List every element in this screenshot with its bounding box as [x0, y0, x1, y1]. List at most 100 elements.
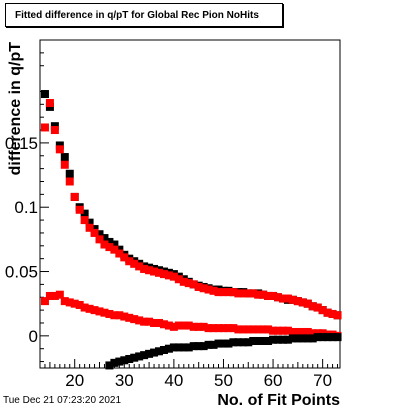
data-point — [80, 209, 89, 218]
data-point — [269, 335, 278, 344]
data-point — [105, 309, 114, 318]
data-point — [249, 325, 258, 334]
data-point — [164, 321, 173, 330]
data-point — [199, 342, 208, 351]
timestamp: Tue Dec 21 07:23:20 2021 — [3, 395, 122, 406]
data-point — [90, 228, 99, 237]
data-point — [60, 160, 69, 169]
data-point — [70, 192, 79, 201]
data-point — [125, 257, 134, 266]
data-point — [219, 324, 228, 333]
data-point — [115, 249, 124, 258]
data-point — [184, 279, 193, 288]
data-point — [105, 237, 114, 246]
data-point — [130, 259, 139, 268]
data-point — [155, 268, 164, 277]
data-point — [323, 333, 332, 342]
chart-title: Fitted difference in q/pT for Global Rec… — [15, 10, 259, 21]
data-point — [140, 317, 149, 326]
data-point — [115, 311, 124, 320]
data-point — [75, 300, 84, 309]
data-point — [159, 345, 168, 354]
data-point — [323, 308, 332, 317]
data-point — [244, 325, 253, 334]
data-point — [105, 243, 114, 252]
data-point — [45, 99, 54, 108]
data-point — [298, 298, 307, 307]
data-point — [333, 333, 342, 342]
data-point — [169, 272, 178, 281]
data-point — [264, 336, 273, 345]
y-tick-label: 0.1 — [14, 198, 38, 217]
data-point — [214, 288, 223, 297]
data-point — [308, 329, 317, 338]
data-point — [313, 303, 322, 312]
data-point — [70, 299, 79, 308]
x-tick-label: 20 — [65, 371, 84, 390]
data-point — [288, 327, 297, 336]
data-point — [135, 352, 144, 361]
data-point — [110, 358, 119, 367]
data-point — [110, 311, 119, 320]
data-point — [333, 311, 342, 320]
data-point — [40, 90, 49, 99]
y-axis-title: difference in q/pT — [7, 42, 24, 176]
data-point — [55, 290, 64, 299]
data-point — [90, 306, 99, 315]
data-point — [189, 280, 198, 289]
data-point — [214, 324, 223, 333]
data-point — [234, 325, 243, 334]
data-point — [199, 322, 208, 331]
data-point — [50, 126, 59, 135]
data-point — [318, 306, 327, 315]
data-point — [120, 253, 129, 262]
y-tick-label: 0 — [29, 327, 38, 346]
x-axis-title: No. of Fit Points — [217, 392, 340, 409]
data-point — [105, 361, 114, 370]
data-point — [159, 270, 168, 279]
y-tick-label: 0.05 — [5, 263, 38, 282]
data-point — [120, 312, 129, 321]
data-point — [174, 321, 183, 330]
data-point — [60, 153, 69, 162]
data-point — [214, 339, 223, 348]
data-point — [219, 339, 228, 348]
data-point — [229, 288, 238, 297]
data-point — [249, 289, 258, 298]
data-point — [308, 302, 317, 311]
data-point — [65, 298, 74, 307]
data-point — [259, 290, 268, 299]
data-point — [278, 294, 287, 303]
data-point — [209, 340, 218, 349]
data-point — [80, 303, 89, 312]
data-point — [298, 334, 307, 343]
data-point — [169, 343, 178, 352]
data-point — [75, 205, 84, 214]
data-point — [140, 351, 149, 360]
data-point — [199, 284, 208, 293]
data-point — [125, 354, 134, 363]
data-point — [293, 297, 302, 306]
data-point — [95, 235, 104, 244]
data-point — [239, 289, 248, 298]
markers — [40, 90, 342, 370]
chart-title-box: Fitted difference in q/pT for Global Rec… — [5, 3, 283, 27]
data-point — [303, 327, 312, 336]
data-point — [259, 325, 268, 334]
y-tick-label: 0.15 — [5, 134, 38, 153]
data-point — [155, 318, 164, 327]
data-point — [45, 291, 54, 300]
data-point — [50, 291, 59, 300]
axes: 20 30 40 50 60 70 0 0.05 0.1 0.15 — [5, 52, 339, 390]
data-point — [303, 334, 312, 343]
data-point — [283, 335, 292, 344]
data-point — [184, 343, 193, 352]
data-point — [328, 333, 337, 342]
data-point — [189, 342, 198, 351]
data-point — [278, 326, 287, 335]
data-point — [224, 339, 233, 348]
data-point — [150, 267, 159, 276]
data-point — [135, 316, 144, 325]
data-point — [65, 177, 74, 186]
x-tick-label: 60 — [264, 371, 283, 390]
